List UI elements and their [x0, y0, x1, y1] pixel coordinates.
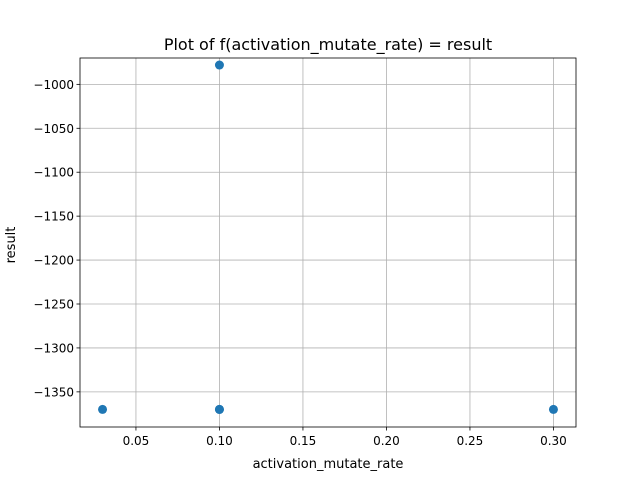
- y-tick-label: −1250: [33, 298, 74, 312]
- chart-title: Plot of f(activation_mutate_rate) = resu…: [164, 35, 492, 55]
- points-layer: [98, 60, 558, 414]
- y-tick-label: −1000: [33, 78, 74, 92]
- y-tick-label: −1200: [33, 254, 74, 268]
- y-tick-label: −1350: [33, 385, 74, 399]
- scatter-point: [548, 404, 558, 414]
- x-axis-label: activation_mutate_rate: [253, 457, 404, 472]
- x-tick-label: 0.25: [457, 434, 484, 448]
- x-tick-label: 0.10: [206, 434, 233, 448]
- axes-frame: [79, 57, 577, 428]
- grid-layer: [80, 58, 576, 427]
- x-tick-label: 0.20: [373, 434, 400, 448]
- y-tick-label: −1300: [33, 341, 74, 355]
- scatter-point: [214, 60, 224, 70]
- scatter-point: [214, 404, 224, 414]
- y-axis-label: result: [4, 227, 19, 264]
- scatter-point: [98, 404, 108, 414]
- y-tick-label: −1100: [33, 166, 74, 180]
- x-tick-label: 0.05: [123, 434, 150, 448]
- ticks-layer: 0.05 0.10 0.15 0.20 0.25 0.30 −1000 −1050 −1100 −…: [33, 78, 566, 448]
- y-tick-label: −1150: [33, 210, 74, 224]
- x-tick-label: 0.15: [290, 434, 317, 448]
- y-tick-label: −1050: [33, 122, 74, 136]
- x-tick-label: 0.30: [540, 434, 567, 448]
